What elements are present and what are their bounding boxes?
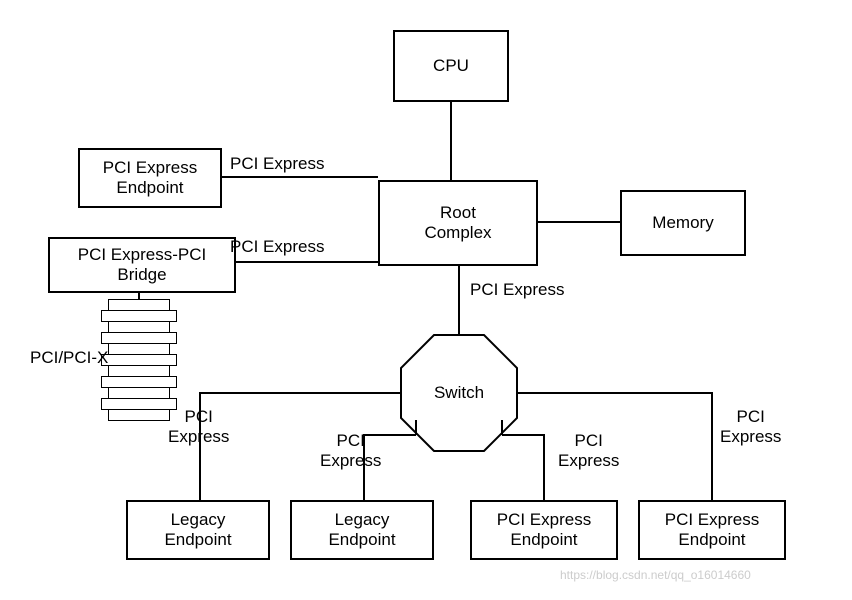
pci-bus-slot bbox=[108, 409, 170, 421]
node-legacy-endpoint-2: LegacyEndpoint bbox=[290, 500, 434, 560]
node-root-complex: RootComplex bbox=[378, 180, 538, 266]
node-pcie-endpoint-b2: PCI ExpressEndpoint bbox=[638, 500, 786, 560]
watermark: https://blog.csdn.net/qq_o16014660 bbox=[560, 568, 751, 582]
edge-label-pe1: PCI Express bbox=[230, 154, 324, 174]
edge-endpoint1-root bbox=[222, 176, 378, 178]
edge-label-pe-root-sw: PCI Express bbox=[470, 280, 564, 300]
edge-switch-p2-v bbox=[711, 392, 713, 500]
node-memory: Memory bbox=[620, 190, 746, 256]
node-legacy-endpoint-1: LegacyEndpoint bbox=[126, 500, 270, 560]
edge-cpu-root bbox=[450, 102, 452, 180]
edge-label-pe-sw1: PCIExpress bbox=[168, 407, 229, 446]
edge-root-memory bbox=[538, 221, 620, 223]
node-cpu-label: CPU bbox=[433, 56, 469, 76]
node-legacy1-label: LegacyEndpoint bbox=[164, 510, 231, 551]
edge-switch-l2-diag bbox=[399, 420, 429, 450]
node-pcie-endpoint-top: PCI ExpressEndpoint bbox=[78, 148, 222, 208]
node-pcie-ep2-label: PCI ExpressEndpoint bbox=[665, 510, 759, 551]
node-switch-label: Switch bbox=[434, 383, 484, 403]
node-pcie-ep1-label: PCI ExpressEndpoint bbox=[497, 510, 591, 551]
edge-label-pe-sw4: PCIExpress bbox=[720, 407, 781, 446]
edge-switch-l1-h bbox=[199, 392, 401, 394]
edge-switch-p1-v bbox=[543, 434, 545, 500]
edge-switch-p1-diag bbox=[489, 420, 519, 450]
node-pci-bridge-label: PCI Express-PCIBridge bbox=[78, 245, 206, 286]
node-cpu: CPU bbox=[393, 30, 509, 102]
edge-bridge-root bbox=[236, 261, 378, 263]
node-legacy2-label: LegacyEndpoint bbox=[328, 510, 395, 551]
node-memory-label: Memory bbox=[652, 213, 713, 233]
edge-label-pe-sw3: PCIExpress bbox=[558, 431, 619, 470]
edge-bridge-stack bbox=[138, 293, 140, 299]
node-root-label: RootComplex bbox=[424, 203, 491, 244]
node-pci-bridge: PCI Express-PCIBridge bbox=[48, 237, 236, 293]
edge-root-switch bbox=[458, 266, 460, 334]
edge-switch-p2-h bbox=[517, 392, 713, 394]
edge-label-pcix: PCI/PCI-X bbox=[30, 348, 108, 368]
edge-label-pe-sw2: PCIExpress bbox=[320, 431, 381, 470]
edge-label-pe2: PCI Express bbox=[230, 237, 324, 257]
node-pcie-endpoint-b1: PCI ExpressEndpoint bbox=[470, 500, 618, 560]
node-pcie-endpoint-top-label: PCI ExpressEndpoint bbox=[103, 158, 197, 199]
